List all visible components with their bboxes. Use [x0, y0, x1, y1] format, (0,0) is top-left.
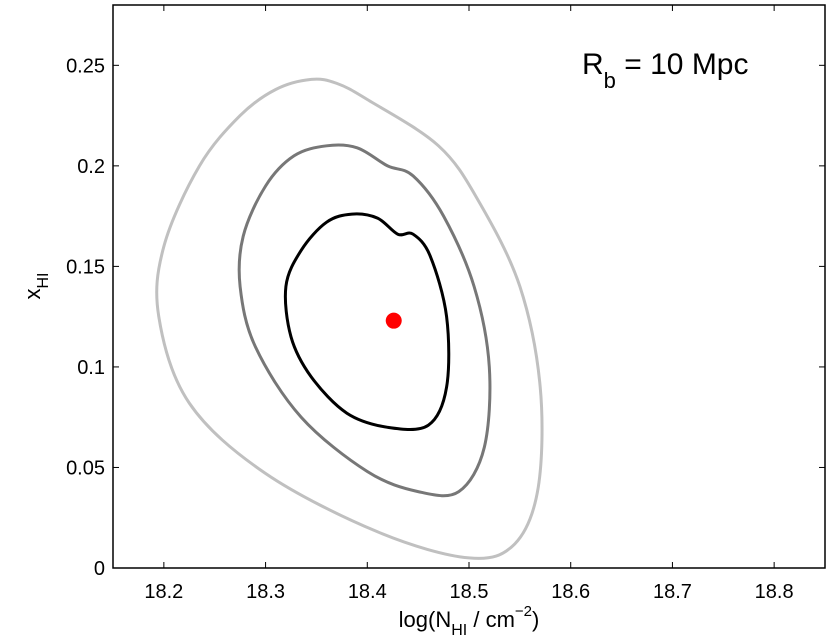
y-tick-label: 0.25 — [66, 55, 105, 77]
y-axis-label: xHI — [20, 273, 52, 300]
x-tick-label: 18.8 — [755, 581, 794, 603]
y-tick-label: 0.05 — [66, 457, 105, 479]
y-tick-label: 0.2 — [77, 156, 105, 178]
y-tick-label: 0.1 — [77, 357, 105, 379]
contour-inner — [283, 212, 451, 432]
x-tick-label: 18.5 — [450, 581, 489, 603]
x-tick-label: 18.2 — [144, 581, 183, 603]
x-tick-label: 18.4 — [348, 581, 387, 603]
y-tick-label: 0.15 — [66, 256, 105, 278]
best-fit-point — [385, 312, 402, 329]
x-tick-label: 18.3 — [246, 581, 285, 603]
contour-outer — [155, 77, 544, 560]
contour-middle — [237, 143, 492, 498]
x-axis-label: log(NHI / cm−2) — [399, 603, 540, 639]
x-tick-label: 18.7 — [653, 581, 692, 603]
y-tick-label: 0 — [94, 558, 105, 580]
annotation-label: Rb = 10 Mpc — [582, 48, 749, 93]
x-tick-label: 18.6 — [551, 581, 590, 603]
